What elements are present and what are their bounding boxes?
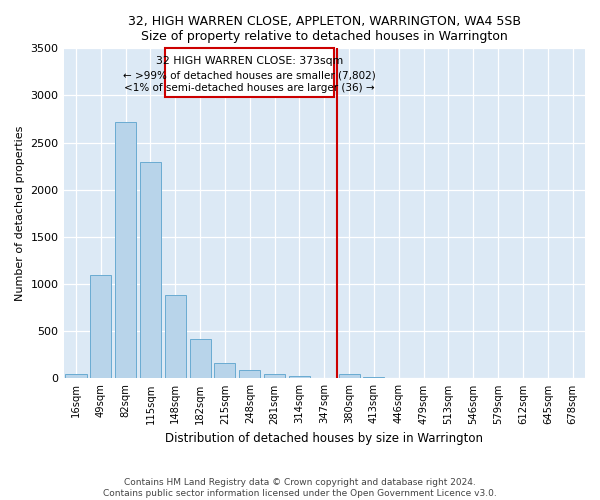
Bar <box>65 374 86 378</box>
Bar <box>264 374 285 378</box>
Bar <box>165 296 186 378</box>
Text: ← >99% of detached houses are smaller (7,802): ← >99% of detached houses are smaller (7… <box>123 70 376 80</box>
Text: Contains HM Land Registry data © Crown copyright and database right 2024.
Contai: Contains HM Land Registry data © Crown c… <box>103 478 497 498</box>
Bar <box>214 364 235 378</box>
Bar <box>115 122 136 378</box>
Text: <1% of semi-detached houses are larger (36) →: <1% of semi-detached houses are larger (… <box>124 83 375 93</box>
Bar <box>239 370 260 378</box>
Bar <box>190 340 211 378</box>
Bar <box>90 274 112 378</box>
Title: 32, HIGH WARREN CLOSE, APPLETON, WARRINGTON, WA4 5SB
Size of property relative t: 32, HIGH WARREN CLOSE, APPLETON, WARRING… <box>128 15 521 43</box>
Bar <box>289 376 310 378</box>
Bar <box>338 374 359 378</box>
X-axis label: Distribution of detached houses by size in Warrington: Distribution of detached houses by size … <box>165 432 483 445</box>
Y-axis label: Number of detached properties: Number of detached properties <box>15 126 25 301</box>
Text: 32 HIGH WARREN CLOSE: 373sqm: 32 HIGH WARREN CLOSE: 373sqm <box>156 56 343 66</box>
Bar <box>166 48 334 98</box>
Bar <box>140 162 161 378</box>
Bar <box>364 376 385 378</box>
